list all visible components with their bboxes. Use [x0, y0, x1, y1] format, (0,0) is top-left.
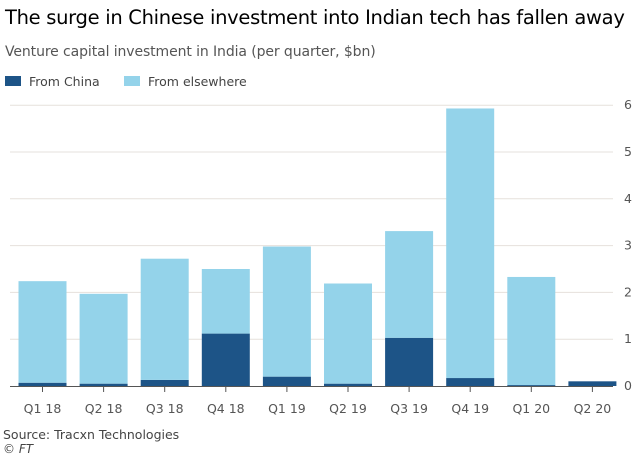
- x-tick-label-q1-20: Q1 20: [512, 401, 550, 416]
- bar-china-q3-18: [140, 379, 189, 386]
- bar-china-q2-19: [324, 383, 372, 386]
- legend-swatch-elsewhere: [124, 76, 140, 86]
- y-tick-label-0: 0: [624, 378, 632, 393]
- legend-swatch-china: [5, 76, 21, 86]
- y-tick-label-1: 1: [624, 331, 632, 346]
- chart-subtitle: Venture capital investment in India (per…: [5, 44, 376, 60]
- bar-elsewhere-q2-19: [324, 283, 372, 384]
- bar-china-q4-19: [446, 378, 495, 386]
- bar-china-q2-18: [79, 383, 128, 386]
- source-note: Source: Tracxn Technologies: [3, 427, 180, 442]
- bar-elsewhere-q1-18: [18, 281, 67, 383]
- legend-label-china: From China: [29, 73, 100, 89]
- legend-label-elsewhere: From elsewhere: [148, 73, 247, 89]
- x-tick-label-q3-18: Q3 18: [146, 401, 184, 416]
- bar-elsewhere-q2-18: [79, 293, 128, 384]
- x-tick-label-q4-18: Q4 18: [207, 401, 245, 416]
- bar-elsewhere-q3-19: [385, 231, 434, 338]
- bar-china-q2-20: [568, 381, 617, 386]
- bar-elsewhere-q1-20: [507, 276, 556, 386]
- legend-item-elsewhere: From elsewhere: [124, 73, 247, 89]
- bar-elsewhere-q3-18: [140, 258, 189, 380]
- bar-elsewhere-q1-19: [262, 246, 311, 377]
- x-tick-label-q4-19: Q4 19: [451, 401, 489, 416]
- x-tick-label-q2-19: Q2 19: [329, 401, 367, 416]
- bar-china-q1-18: [18, 382, 67, 386]
- legend-item-china: From China: [5, 73, 100, 89]
- x-tick-label-q1-18: Q1 18: [24, 401, 62, 416]
- y-tick-label-4: 4: [624, 191, 632, 206]
- credit-note: © FT: [3, 442, 34, 456]
- bar-elsewhere-q4-19: [446, 108, 495, 379]
- y-tick-label-6: 6: [624, 97, 632, 112]
- bar-china-q3-19: [385, 337, 434, 386]
- bar-elsewhere-q4-18: [201, 269, 250, 334]
- bar-china-q1-19: [262, 376, 311, 386]
- chart-title: The surge in Chinese investment into Ind…: [5, 6, 625, 29]
- bar-china-q4-18: [201, 333, 250, 386]
- y-tick-label-3: 3: [624, 238, 632, 253]
- x-tick-label-q3-19: Q3 19: [390, 401, 428, 416]
- x-tick-label-q1-19: Q1 19: [268, 401, 306, 416]
- x-tick-label-q2-18: Q2 18: [85, 401, 123, 416]
- bar-china-q1-20: [507, 385, 556, 386]
- y-tick-label-5: 5: [624, 144, 632, 159]
- x-tick-label-q2-20: Q2 20: [574, 401, 612, 416]
- y-tick-label-2: 2: [624, 284, 632, 299]
